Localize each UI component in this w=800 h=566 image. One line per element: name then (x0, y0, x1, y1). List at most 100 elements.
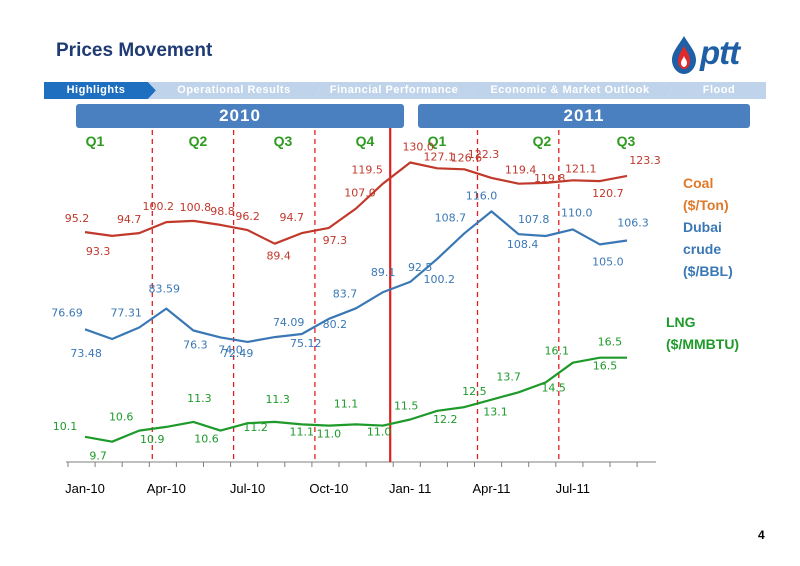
logo-text: ptt (700, 34, 740, 71)
data-label-coal: 97.3 (323, 234, 348, 247)
data-label-lng: 12.5 (462, 385, 487, 398)
data-label-dubai: 80.2 (323, 318, 348, 331)
data-label-coal: 94.7 (117, 213, 142, 226)
legend-dubai-name: Dubai (683, 219, 722, 235)
data-label-coal: 94.7 (280, 211, 305, 224)
legend-dubai: Dubai crude ($/BBL) (683, 216, 733, 282)
data-label-dubai: 89.1 (371, 266, 396, 279)
data-label-lng: 11.5 (394, 399, 419, 412)
x-tick-label: Oct-10 (309, 481, 348, 496)
data-label-coal: 119.8 (534, 172, 566, 185)
data-label-dubai: 116.0 (466, 189, 498, 202)
data-label-dubai: 72.49 (222, 347, 254, 360)
page-number: 4 (758, 528, 765, 542)
year-2011-banner: 2011 (418, 104, 750, 128)
nav-chevron-3 (468, 82, 672, 99)
data-label-dubai: 108.4 (507, 238, 539, 251)
nav-item-0[interactable]: Highlights (66, 84, 126, 96)
data-label-coal: 100.2 (143, 200, 175, 213)
x-tick-label: Jan- 11 (389, 481, 431, 496)
data-label-coal: 95.2 (65, 212, 90, 225)
quarter-label: Q3 (617, 133, 636, 149)
data-label-dubai: 108.7 (435, 211, 467, 224)
ptt-logo (672, 36, 696, 74)
data-label-lng: 16.5 (593, 360, 618, 373)
data-label-coal: 119.5 (351, 164, 383, 177)
data-label-coal: 123.3 (629, 154, 661, 167)
data-label-lng: 13.7 (496, 370, 521, 383)
quarter-label: Q1 (428, 133, 447, 149)
data-label-dubai: 73.48 (70, 347, 102, 360)
data-label-coal: 96.2 (235, 210, 260, 223)
data-label-dubai: 106.3 (617, 217, 649, 230)
nav-item-4[interactable]: Flood (702, 84, 736, 96)
data-label-coal: 107.0 (344, 187, 376, 200)
data-label-dubai: 75.12 (290, 337, 322, 350)
x-tick-label: Jan-10 (65, 481, 105, 496)
series-line-lng (84, 356, 627, 443)
data-label-coal: 98.8 (210, 205, 235, 218)
data-label-coal: 127.1 (424, 150, 456, 163)
data-label-dubai: 105.0 (592, 255, 624, 268)
nav-chevron-1 (148, 82, 320, 99)
data-label-dubai: 77.31 (110, 306, 142, 319)
data-label-dubai: 74.09 (273, 316, 305, 329)
data-label-dubai: 83.59 (149, 283, 181, 296)
data-label-dubai: 92.5 (408, 261, 433, 274)
page-title: Prices Movement (56, 40, 213, 61)
quarter-label: Q4 (356, 133, 375, 149)
x-tick-label: Apr-11 (472, 481, 510, 496)
nav-item-2[interactable]: Financial Performance (329, 84, 459, 96)
section-nav: Highlights Operational Results Financial P… (44, 82, 766, 99)
legend-lng: LNG ($/MMBTU) (666, 311, 739, 355)
legend-coal-name: Coal (683, 175, 714, 191)
data-label-lng: 11.2 (243, 421, 268, 434)
data-label-dubai: 76.3 (183, 339, 208, 352)
x-tick-label: Jul-10 (230, 481, 265, 496)
legend-lng-name: LNG (666, 314, 696, 330)
quarter-label: Q2 (533, 133, 552, 149)
nav-item-3[interactable]: Economic & Market Outlook (490, 84, 650, 96)
data-label-coal: 100.8 (180, 201, 212, 214)
series-line-dubai (84, 210, 628, 343)
data-label-dubai: 110.0 (561, 206, 593, 219)
nav-chevron-2 (312, 82, 476, 99)
quarter-label: Q2 (189, 133, 208, 149)
data-label-lng: 10.1 (53, 420, 78, 433)
year-2010-banner: 2010 (76, 104, 404, 128)
x-tick-label: Apr-10 (147, 481, 186, 496)
nav-background (44, 82, 766, 99)
data-label-dubai: 107.8 (518, 213, 550, 226)
data-label-coal: 93.3 (86, 245, 111, 258)
x-tick-label: Jul-11 (556, 481, 590, 496)
data-label-lng: 11.3 (187, 392, 212, 405)
data-label-lng: 16.5 (598, 336, 623, 349)
data-label-coal: 121.1 (565, 162, 597, 175)
data-label-coal: 126.6 (451, 151, 483, 164)
data-label-dubai: 76.69 (51, 306, 83, 319)
data-label-dubai: 74.0 (218, 343, 243, 356)
data-label-lng: 9.7 (89, 450, 107, 463)
data-label-lng: 12.2 (433, 413, 458, 426)
nav-chevron-4 (664, 82, 766, 99)
data-label-lng: 10.6 (194, 433, 219, 446)
data-label-lng: 14.5 (541, 381, 566, 394)
legend-dubai-sub: crude (683, 241, 722, 257)
quarter-label: Q3 (274, 133, 293, 149)
data-label-lng: 13.1 (483, 406, 508, 419)
legend-coal: Coal ($/Ton) (683, 172, 729, 216)
data-label-dubai: 83.7 (333, 287, 358, 300)
nav-item-1[interactable]: Operational Results (177, 84, 291, 96)
quarter-label: Q1 (86, 133, 105, 149)
data-label-lng: 11.3 (265, 393, 290, 406)
data-label-lng: 10.6 (109, 411, 134, 424)
legend-dubai-unit: ($/BBL) (683, 263, 733, 279)
data-label-lng: 11.1 (334, 397, 359, 410)
data-label-coal: 122.3 (468, 148, 500, 161)
data-label-coal: 89.4 (266, 250, 291, 263)
legend-lng-unit: ($/MMBTU) (666, 336, 740, 352)
data-label-lng: 16.1 (545, 345, 570, 358)
data-label-lng: 10.9 (140, 433, 165, 446)
data-label-lng: 11.0 (317, 428, 342, 441)
